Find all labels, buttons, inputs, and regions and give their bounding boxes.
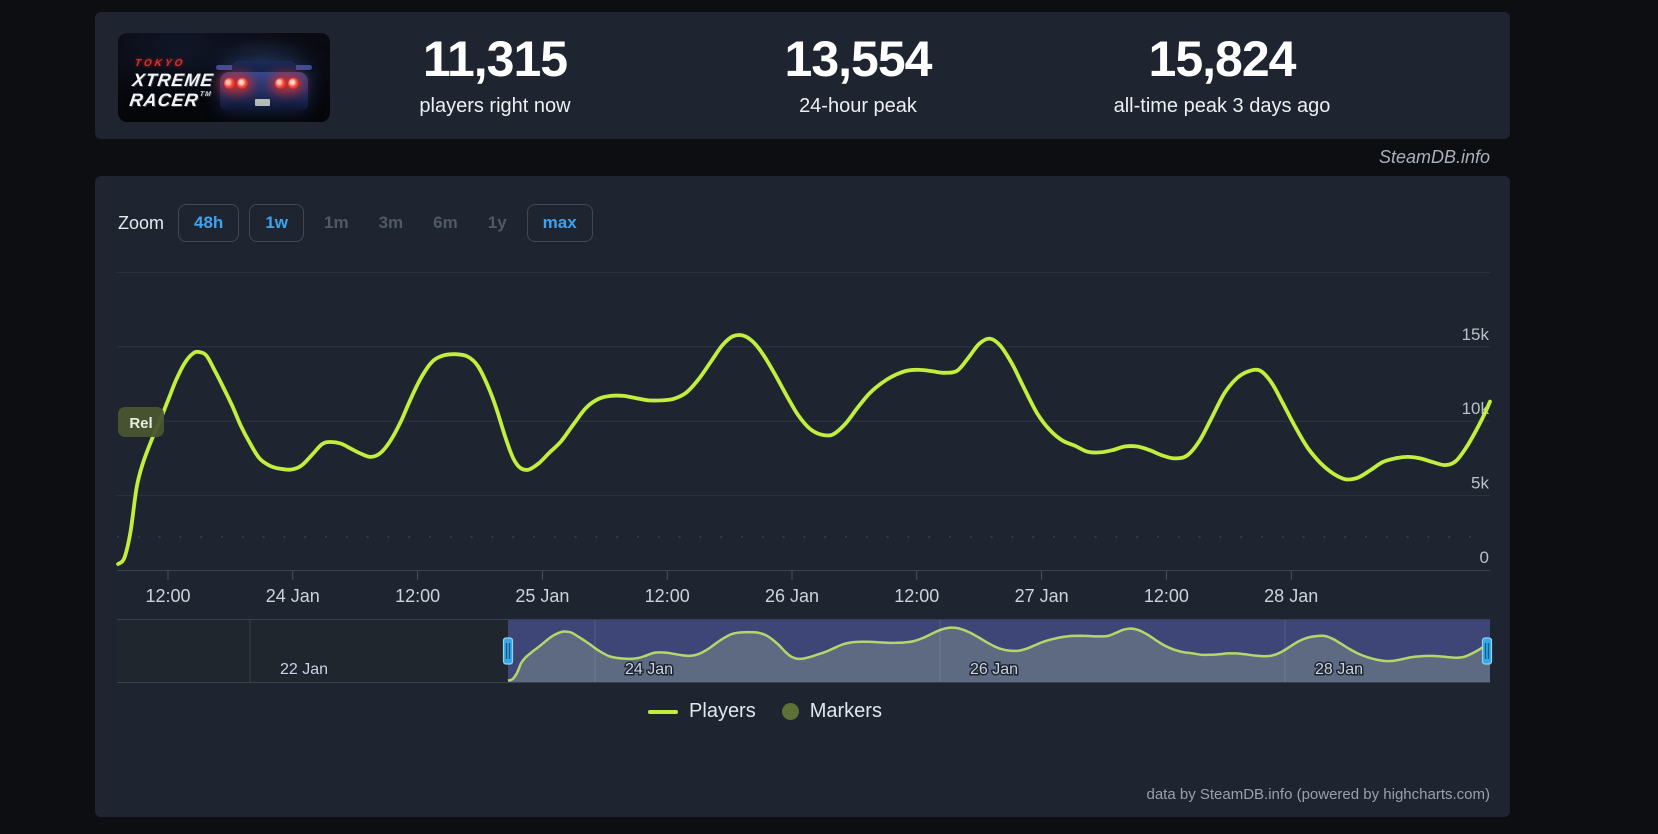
navigator-right-handle-grip <box>1481 637 1493 665</box>
range-3m-button: 3m <box>369 204 414 242</box>
range-6m-button: 6m <box>423 204 468 242</box>
chart-legend: Players Markers <box>0 700 1530 723</box>
release-marker-flag[interactable] <box>118 407 164 437</box>
navigator-left-handle[interactable] <box>502 637 514 665</box>
range-max-button[interactable]: max <box>526 204 593 242</box>
steamdb-watermark: SteamDB.info <box>1378 147 1490 167</box>
game-capsule[interactable]: TOKYO XTREME RACERTM <box>118 33 330 122</box>
zoom-toolbar: Zoom 48h 1w 1m 3m 6m 1y max <box>118 204 593 242</box>
range-48h-button[interactable]: 48h <box>178 204 240 242</box>
tail-light-left-outer <box>224 78 235 89</box>
stat-24h-peak: 13,554 24-hour peak <box>698 34 1018 118</box>
navigator-selected-region[interactable] <box>508 620 1490 682</box>
current-players-value: 11,315 <box>422 31 568 87</box>
range-1w-button[interactable]: 1w <box>249 204 304 242</box>
alltime-peak-label: all-time peak 3 days ago <box>1113 95 1331 117</box>
navigator-left-handle-grip <box>502 637 514 665</box>
range-1m-button: 1m <box>314 204 359 242</box>
current-players-label: players right now <box>419 95 571 117</box>
chart-plot-area[interactable] <box>117 268 1490 570</box>
chart-attribution: data by SteamDB.info (powered by highcha… <box>1146 786 1491 803</box>
license-plate <box>255 99 270 106</box>
markers-circle-swatch <box>781 703 799 720</box>
stat-alltime-peak: 15,824 all-time peak 3 days ago <box>1062 34 1382 118</box>
range-1y-button: 1y <box>478 204 517 242</box>
zoom-label: Zoom <box>118 212 165 233</box>
game-logo-xtreme: XTREME <box>131 70 215 90</box>
tail-light-right-inner <box>275 78 286 89</box>
stats-card: TOKYO XTREME RACERTM 11,315 players righ… <box>95 12 1510 139</box>
game-logo-racer: RACERTM <box>128 90 213 110</box>
legend-markers-label: Markers <box>809 700 882 722</box>
game-logo: TOKYO XTREME RACERTM <box>128 58 216 110</box>
legend-item-players[interactable]: Players <box>648 700 756 723</box>
legend-players-label: Players <box>689 700 756 722</box>
tail-light-right-outer <box>288 78 299 89</box>
trademark-mark: TM <box>199 91 213 98</box>
peak-24h-label: 24-hour peak <box>799 95 917 117</box>
navigator-right-handle[interactable] <box>1481 637 1493 665</box>
peak-24h-value: 13,554 <box>784 31 933 87</box>
tail-light-left-inner <box>237 78 248 89</box>
alltime-peak-value: 15,824 <box>1148 31 1297 87</box>
legend-item-markers[interactable]: Markers <box>781 700 882 723</box>
players-line-swatch <box>648 709 679 714</box>
stat-current-players: 11,315 players right now <box>335 34 655 118</box>
game-logo-tokyo: TOKYO <box>134 58 187 69</box>
